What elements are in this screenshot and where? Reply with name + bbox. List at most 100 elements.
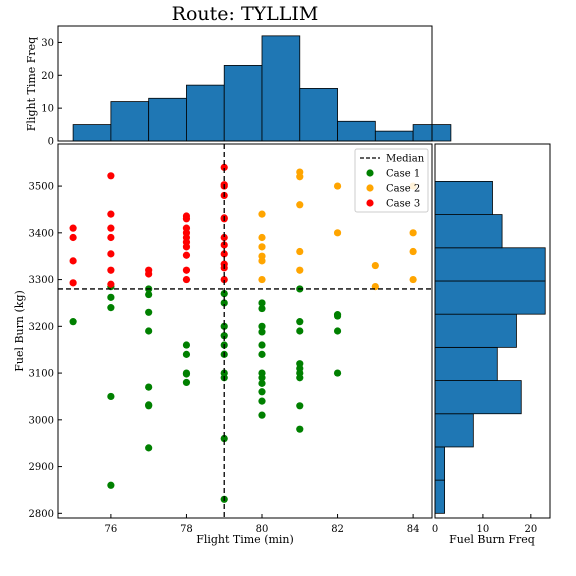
case-2-point — [258, 257, 266, 265]
case-3-point — [220, 250, 228, 258]
top-hist-y-tick-label: 10 — [41, 104, 54, 115]
top-hist-frame — [57, 25, 433, 142]
case-2-point — [258, 210, 266, 218]
case-2-point — [333, 182, 342, 190]
y-tick-label: 3200 — [29, 322, 54, 333]
chart-title: Route: TYLLIM — [172, 3, 319, 25]
y-tick-label: 3300 — [29, 275, 54, 286]
top-hist-bar — [299, 88, 338, 142]
right-hist-x-tick-label: 10 — [477, 524, 490, 535]
y-tick-label: 2800 — [29, 509, 54, 520]
y-tick-label: 3000 — [29, 415, 54, 426]
case-1-point — [258, 388, 266, 396]
y-tick-label: 3500 — [29, 182, 54, 193]
case-1-point — [107, 293, 115, 301]
case-1-point — [333, 327, 342, 335]
case-1-point — [258, 299, 266, 307]
case-3-point — [182, 215, 191, 223]
case-1-point — [145, 383, 153, 391]
case-3-point — [182, 275, 191, 284]
case-1-point — [296, 425, 304, 433]
case-1-point — [220, 332, 228, 340]
top-hist-y-tick-label: 0 — [48, 137, 54, 148]
case-1-point — [145, 327, 153, 335]
top-hist-y-tick-label: 30 — [41, 38, 54, 49]
case-1-point — [296, 402, 304, 410]
case-1-point — [107, 481, 115, 489]
case-1-point — [258, 350, 266, 358]
right-hist-bar — [434, 313, 517, 348]
right-hist-bar — [434, 380, 522, 415]
case-1-point — [296, 318, 304, 326]
case-1-point — [182, 370, 191, 378]
right-hist-bar — [434, 180, 493, 215]
case-3-point — [107, 210, 115, 218]
legend-case-2-swatch — [366, 184, 374, 192]
case-2-point — [371, 261, 379, 270]
case-1-point — [182, 350, 191, 358]
case-3-point — [220, 275, 228, 284]
case-1-point — [296, 327, 304, 335]
legend-case-1-swatch — [366, 169, 374, 177]
right-hist-xlabel: Fuel Burn Freq — [449, 533, 535, 546]
case-1-point — [220, 434, 228, 443]
scatter-xlabel: Flight Time (min) — [196, 533, 294, 546]
right-hist-bar — [434, 346, 498, 381]
right-hist-frame — [434, 143, 551, 519]
x-tick-label: 82 — [331, 524, 344, 535]
case-1-point — [145, 401, 153, 409]
x-tick-label: 80 — [256, 524, 269, 535]
case-3-point — [182, 266, 191, 274]
top-hist-bar — [186, 84, 225, 142]
case-1-point — [145, 444, 153, 452]
case-1-point — [107, 304, 115, 312]
legend-label: Case 3 — [386, 199, 420, 210]
y-tick-label: 3400 — [29, 228, 54, 239]
case-3-point — [220, 163, 228, 171]
case-1-point — [258, 322, 266, 330]
case-3-point — [182, 251, 191, 259]
case-1-point — [220, 322, 228, 330]
case-1-point — [258, 341, 266, 349]
case-1-point — [182, 378, 191, 387]
top-hist-bar — [110, 101, 150, 142]
right-hist-bar — [434, 446, 445, 481]
case-3-point — [69, 233, 77, 242]
scatter-ylabel: Fuel Burn (kg) — [13, 290, 26, 372]
top-hist-bar — [374, 130, 414, 142]
x-tick-label: 78 — [180, 524, 193, 535]
case-3-point — [69, 257, 77, 265]
case-3-point — [107, 233, 115, 242]
case-1-point — [69, 318, 77, 326]
case-2-point — [296, 266, 304, 274]
top-hist-bar — [148, 97, 187, 142]
case-3-point — [107, 280, 115, 288]
case-3-point — [107, 250, 115, 258]
case-1-point — [258, 411, 266, 419]
case-3-point — [69, 279, 77, 287]
case-2-point — [296, 173, 304, 181]
right-hist-x-tick-label: 0 — [432, 524, 438, 535]
right-hist-bar — [434, 247, 546, 282]
right-hist-bar — [434, 413, 474, 448]
case-3-point — [107, 224, 115, 232]
case-2-point — [409, 247, 417, 256]
case-1-point — [220, 299, 228, 307]
right-hist-bar — [434, 280, 546, 315]
case-2-point — [409, 229, 417, 237]
top-hist-bar — [337, 120, 376, 142]
y-tick-label: 3100 — [29, 369, 54, 380]
scatter-frame — [57, 143, 433, 519]
legend-label: Case 2 — [386, 184, 420, 195]
scatter-plot: 76 78 80 82 84 2800 2900 3000 3100 3200 3300 3400 35… — [29, 143, 433, 535]
case-1-point — [258, 397, 266, 405]
case-1-point — [333, 369, 342, 377]
case-2-point — [258, 243, 266, 251]
case-3-point — [107, 266, 115, 274]
case-2-point — [258, 233, 266, 242]
legend-label: Median — [386, 154, 425, 165]
legend-box — [354, 148, 429, 213]
case-1-point — [258, 379, 266, 387]
case-2-point — [296, 247, 304, 256]
